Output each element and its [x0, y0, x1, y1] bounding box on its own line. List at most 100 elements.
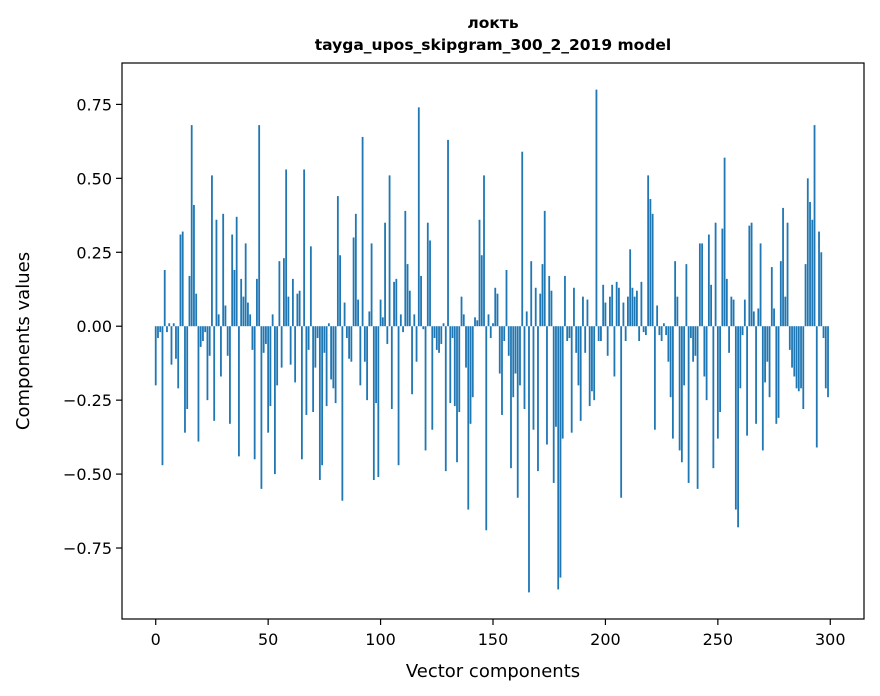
bar: [667, 326, 670, 362]
bar: [494, 287, 497, 327]
bar: [597, 326, 600, 341]
bar: [456, 326, 458, 463]
bar: [215, 219, 218, 327]
bar: [555, 326, 557, 427]
bar: [433, 326, 436, 339]
bar: [271, 314, 274, 327]
bar: [609, 296, 611, 327]
y-tick-label: 0.75: [76, 95, 112, 114]
bar: [786, 222, 789, 327]
bar: [710, 284, 712, 327]
bar: [188, 275, 191, 327]
bar: [361, 136, 364, 327]
bar: [521, 151, 524, 327]
chart-title: локть: [467, 14, 519, 32]
y-tick-label: −0.75: [63, 539, 112, 558]
bar: [721, 228, 724, 327]
bar: [620, 326, 623, 498]
bar: [195, 293, 198, 327]
x-axis-label: Vector components: [406, 661, 580, 682]
bar: [350, 326, 353, 362]
bar: [716, 326, 719, 439]
bar: [435, 326, 438, 350]
bar: [354, 213, 357, 327]
bar: [701, 243, 704, 327]
bar: [202, 326, 204, 341]
bar: [159, 326, 162, 333]
bar: [318, 326, 321, 480]
bar: [694, 326, 697, 356]
bar: [678, 326, 681, 451]
bar: [541, 264, 544, 327]
bar: [725, 278, 728, 327]
x-tick-label: 250: [703, 630, 734, 649]
bar: [206, 326, 209, 401]
bar: [312, 326, 315, 412]
bar: [280, 326, 283, 368]
bar: [253, 326, 256, 460]
bar: [359, 326, 362, 386]
bar: [492, 323, 494, 327]
bar: [199, 326, 202, 347]
bar: [631, 287, 634, 327]
bar: [570, 326, 573, 433]
bar: [737, 326, 739, 528]
bar: [240, 278, 243, 327]
bar: [730, 296, 733, 327]
bar: [516, 326, 519, 498]
bar: [197, 326, 200, 442]
bar: [669, 326, 672, 398]
bar: [235, 216, 238, 327]
bar: [208, 326, 211, 356]
bar: [424, 326, 427, 451]
bar: [265, 326, 267, 344]
bar: [671, 326, 674, 439]
bar: [431, 326, 434, 430]
bar: [258, 125, 261, 327]
bar: [211, 175, 213, 327]
x-tick-label: 50: [258, 630, 278, 649]
x-tick-label: 300: [815, 630, 846, 649]
bar: [429, 240, 431, 327]
x-tick-label: 100: [365, 630, 396, 649]
bar: [447, 139, 449, 327]
bar: [757, 308, 760, 327]
bar: [606, 326, 609, 356]
bar: [755, 326, 757, 424]
bar: [496, 293, 499, 327]
bar: [658, 326, 661, 336]
bar: [372, 326, 375, 480]
bar: [323, 326, 326, 353]
bar: [809, 202, 811, 327]
bar: [294, 326, 297, 383]
bar: [453, 326, 456, 407]
bar: [770, 267, 773, 327]
y-axis-label: Components values: [13, 252, 34, 430]
bar: [568, 326, 571, 339]
bar: [471, 326, 474, 398]
bar: [759, 243, 762, 327]
bar: [622, 302, 625, 327]
bar: [420, 275, 422, 327]
bar: [815, 326, 818, 448]
bar: [413, 314, 416, 327]
bar: [593, 326, 596, 401]
bar: [307, 326, 310, 350]
bar: [352, 237, 355, 327]
bar: [408, 290, 411, 327]
bar: [618, 287, 620, 327]
bar: [251, 326, 254, 350]
bar: [680, 326, 683, 463]
bar: [247, 302, 249, 327]
bar: [761, 326, 764, 451]
bar: [177, 326, 180, 389]
bar: [766, 326, 769, 362]
bar: [692, 326, 695, 362]
bar: [728, 326, 730, 353]
bar: [566, 326, 569, 341]
bar: [321, 326, 324, 466]
bar: [739, 326, 742, 389]
bar: [168, 323, 171, 327]
bar: [507, 326, 510, 356]
